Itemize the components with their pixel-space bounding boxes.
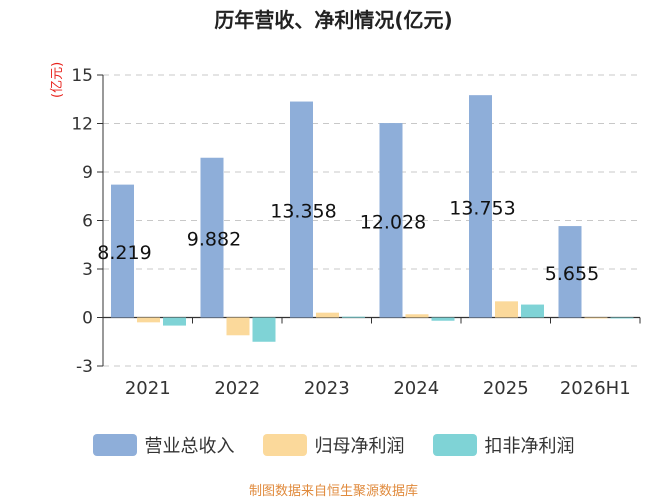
chart-title: 历年营收、净利情况(亿元) (214, 8, 453, 32)
y-tick-label: 12 (71, 115, 93, 135)
bar-revenue (290, 101, 313, 318)
bar-revenue (558, 226, 582, 318)
y-tick-label: 6 (82, 212, 93, 232)
bar-deducted-profit (163, 317, 186, 326)
bar-deducted-profit (252, 317, 276, 342)
x-tick-label: 2021 (125, 378, 171, 399)
legend-swatch-revenue (92, 434, 137, 456)
chart-legend: 营业总收入 归母净利润 扣非净利润 (0, 432, 667, 458)
y-tick-label: 0 (82, 309, 93, 329)
x-tick-label: 2023 (304, 378, 350, 399)
data-label: 12.028 (360, 211, 426, 233)
legend-swatch-net-profit (262, 434, 307, 456)
bar-deducted-profit (610, 317, 634, 319)
legend-item-revenue[interactable]: 营业总收入 (92, 432, 235, 458)
bar-net-profit (584, 317, 608, 319)
bar-revenue (379, 123, 403, 318)
bar-revenue (111, 184, 134, 318)
data-label: 8.219 (97, 242, 151, 264)
legend-label-deducted-profit: 扣非净利润 (484, 436, 575, 457)
legend-item-net-profit[interactable]: 归母净利润 (262, 432, 405, 458)
legend-label-revenue: 营业总收入 (144, 436, 235, 457)
bar-revenue (200, 157, 224, 318)
x-tick-label: 2022 (214, 378, 260, 399)
data-label: 13.358 (270, 201, 336, 223)
x-tick-label: 2026H1 (560, 378, 631, 399)
legend-item-deducted-profit[interactable]: 扣非净利润 (432, 432, 575, 458)
bar-net-profit (226, 317, 250, 336)
bar-deducted-profit (521, 304, 544, 318)
bar-deducted-profit (342, 316, 365, 318)
bar-net-profit (316, 312, 339, 318)
legend-label-net-profit: 归母净利润 (314, 436, 405, 457)
data-label: 9.882 (187, 229, 241, 251)
bar-net-profit (137, 317, 160, 323)
y-tick-label: 9 (82, 163, 93, 183)
bar-net-profit (495, 301, 518, 318)
data-label: 13.753 (449, 197, 515, 219)
data-source-note: 制图数据来自恒生聚源数据库 (248, 484, 418, 499)
legend-swatch-deducted-profit (432, 434, 477, 456)
y-tick-label: 3 (82, 260, 93, 280)
bar-revenue (469, 95, 492, 318)
bar-net-profit (405, 314, 429, 318)
bar-deducted-profit (431, 317, 455, 321)
data-label: 5.655 (545, 263, 599, 285)
y-tick-label: -3 (76, 357, 93, 377)
y-tick-label: 15 (71, 66, 93, 86)
x-tick-label: 2024 (393, 378, 439, 399)
x-tick-label: 2025 (483, 378, 529, 399)
